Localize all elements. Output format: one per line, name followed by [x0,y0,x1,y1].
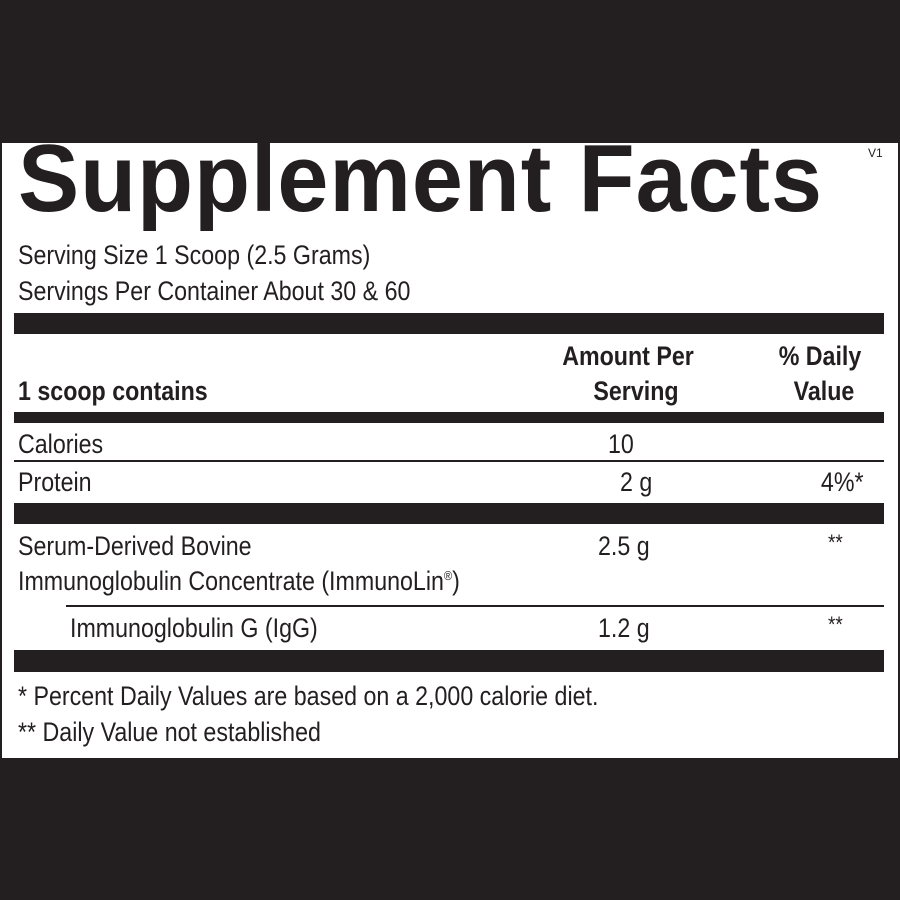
divider-thin-indented [66,605,884,607]
divider-thin [14,460,884,462]
footnote-percent-dv: * Percent Daily Values are based on a 2,… [18,681,599,711]
row-immunolin-amount: 2.5 g [598,531,650,561]
header-amount-line2: Serving [593,376,679,406]
row-protein-amount: 2 g [620,467,653,497]
divider-thick [14,650,884,672]
row-protein-dv: 4%* [821,467,864,497]
header-dv-line1: % Daily [778,341,862,371]
version-mark: V1 [868,146,883,160]
row-igg-amount: 1.2 g [598,613,650,643]
header-dv-line2: Value [793,376,855,406]
row-calories-name: Calories [18,429,104,459]
immunolin-name-end: ) [452,566,460,596]
immunolin-name-text: Immunoglobulin Concentrate (ImmunoLin [18,566,444,596]
header-amount-line1: Amount Per [562,341,694,371]
row-calories-amount: 10 [608,429,634,459]
row-igg-dv: ** [828,612,843,637]
row-protein-name: Protein [18,467,92,497]
header-row-label: 1 scoop contains [18,376,208,406]
divider-thick [14,503,884,524]
divider-medium [14,412,884,423]
label-title: Supplement Facts [18,125,823,232]
row-immunolin-name-line1: Serum-Derived Bovine [18,531,252,561]
serving-size: Serving Size 1 Scoop (2.5 Grams) [18,240,371,270]
registered-mark: ® [443,568,453,583]
row-immunolin-dv: ** [828,530,843,555]
servings-per-container: Servings Per Container About 30 & 60 [18,276,411,306]
row-igg-name: Immunoglobulin G (IgG) [70,613,318,643]
divider-thick [14,313,884,334]
footnote-dv-not-established: ** Daily Value not established [18,717,321,747]
row-immunolin-name-line2: Immunoglobulin Concentrate (ImmunoLin®) [18,568,460,595]
